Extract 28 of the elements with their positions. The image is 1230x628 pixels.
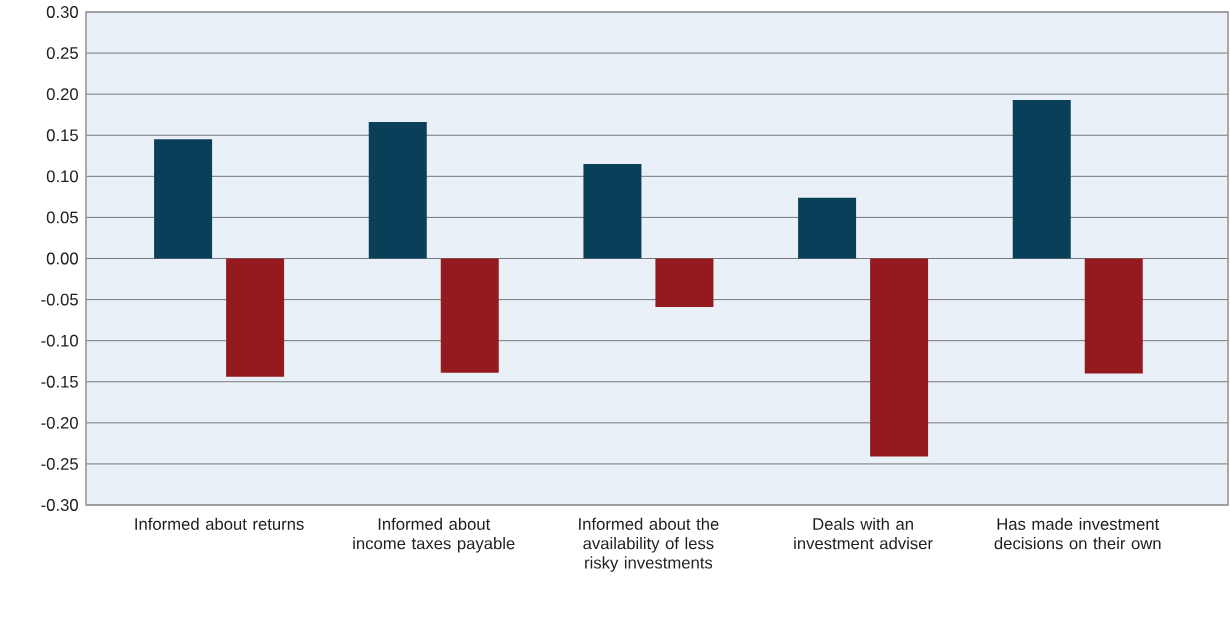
- x-tick-label: Has made investment decisions on their own: [994, 517, 1161, 550]
- y-tick-label: 0.00: [46, 252, 78, 265]
- y-tick-label: -0.20: [41, 416, 78, 429]
- y-tick-label: -0.15: [41, 375, 78, 388]
- bar: [583, 164, 642, 259]
- bar: [798, 197, 857, 259]
- y-tick-label: 0.30: [46, 6, 78, 18]
- x-tick-label: Informed about returns: [135, 517, 304, 530]
- y-tick-label: -0.30: [41, 499, 78, 511]
- y-tick-label: -0.25: [41, 458, 78, 470]
- y-tick-label: 0.05: [46, 211, 78, 224]
- y-tick-label: 0.25: [46, 47, 78, 59]
- y-tick-label: 0.20: [46, 88, 78, 101]
- x-tick-label: Informed about the availability of less risky investments: [579, 517, 719, 572]
- bar: [440, 258, 499, 373]
- y-tick-label: 0.10: [46, 170, 78, 183]
- bar: [1084, 258, 1143, 374]
- bar: [1012, 99, 1071, 259]
- y-tick-label: -0.10: [41, 334, 78, 347]
- bar: [226, 258, 285, 377]
- bar: [870, 258, 929, 457]
- y-tick-label: -0.05: [41, 293, 78, 306]
- x-tick-label: Deals with an investment adviser: [794, 517, 933, 550]
- x-tick-label: Informed about income taxes payable: [353, 517, 515, 553]
- bar: [655, 258, 714, 307]
- bar: [368, 122, 427, 259]
- bar: [154, 139, 213, 259]
- y-tick-label: 0.15: [46, 129, 78, 142]
